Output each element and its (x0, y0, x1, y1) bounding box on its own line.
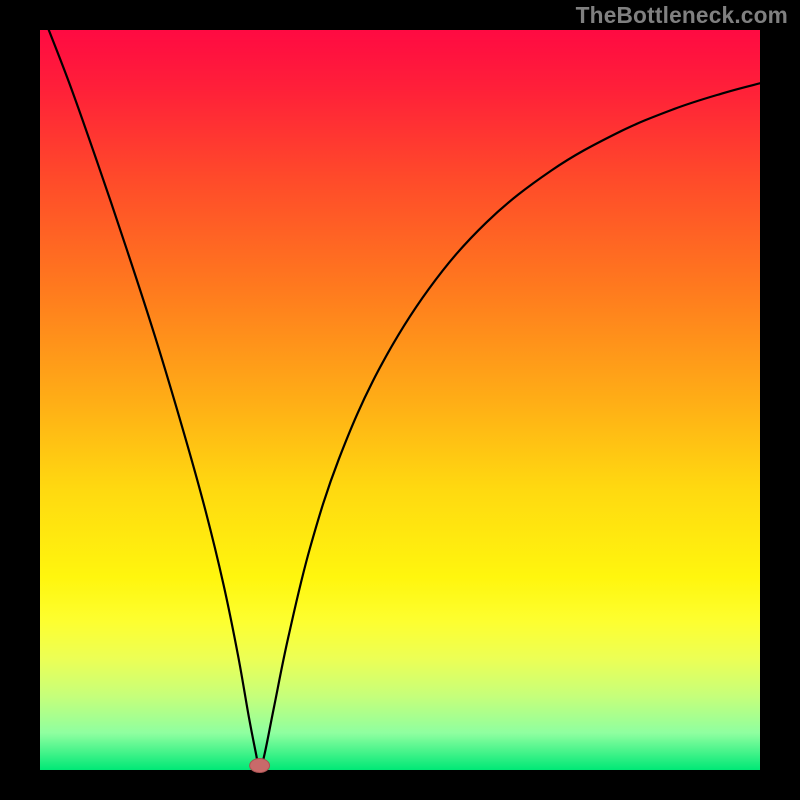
plot-background (40, 30, 760, 770)
vertex-marker (250, 759, 270, 773)
watermark-text: TheBottleneck.com (576, 2, 788, 29)
chart-root: TheBottleneck.com (0, 0, 800, 800)
chart-svg (0, 0, 800, 800)
